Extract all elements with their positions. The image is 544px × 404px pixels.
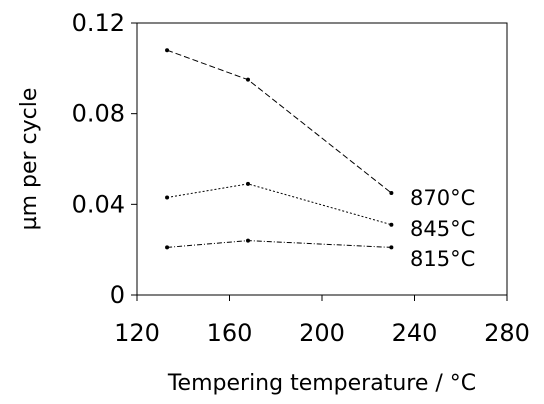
series-line-845C — [167, 183, 392, 226]
y-axis: 0 0.04 0.08 0.12 — [72, 9, 137, 309]
data-point-815C — [246, 238, 250, 243]
x-axis: 120 160 200 240 280 — [114, 295, 530, 347]
plot-area — [136, 22, 508, 296]
data-point-845C — [165, 195, 170, 200]
series-label-870C: 870°C — [410, 186, 475, 210]
y-tick-label: 0 — [110, 281, 125, 309]
x-axis-title: Tempering temperature / °C — [167, 371, 476, 396]
y-tick-label: 0.12 — [72, 9, 125, 37]
series-label-845C: 845°C — [410, 217, 475, 241]
x-tick-label: 280 — [484, 319, 530, 347]
series-layer: 870°C 845°C 815°C — [165, 48, 475, 271]
x-tick-label: 160 — [207, 319, 253, 347]
y-tick-label: 0.08 — [72, 100, 125, 128]
data-point-845C — [389, 222, 394, 227]
y-axis-title: µm per cycle — [17, 88, 42, 231]
x-tick-label: 120 — [114, 319, 160, 347]
series-label-815C: 815°C — [410, 247, 475, 271]
x-tick-label: 200 — [299, 319, 345, 347]
data-point-870C — [165, 48, 170, 53]
data-point-870C — [246, 77, 250, 82]
x-tick-label: 240 — [392, 319, 438, 347]
data-point-870C — [389, 191, 394, 195]
y-tick-label: 0.04 — [72, 190, 125, 218]
data-point-815C — [165, 245, 170, 250]
data-point-845C — [246, 181, 250, 186]
data-point-815C — [389, 245, 394, 250]
